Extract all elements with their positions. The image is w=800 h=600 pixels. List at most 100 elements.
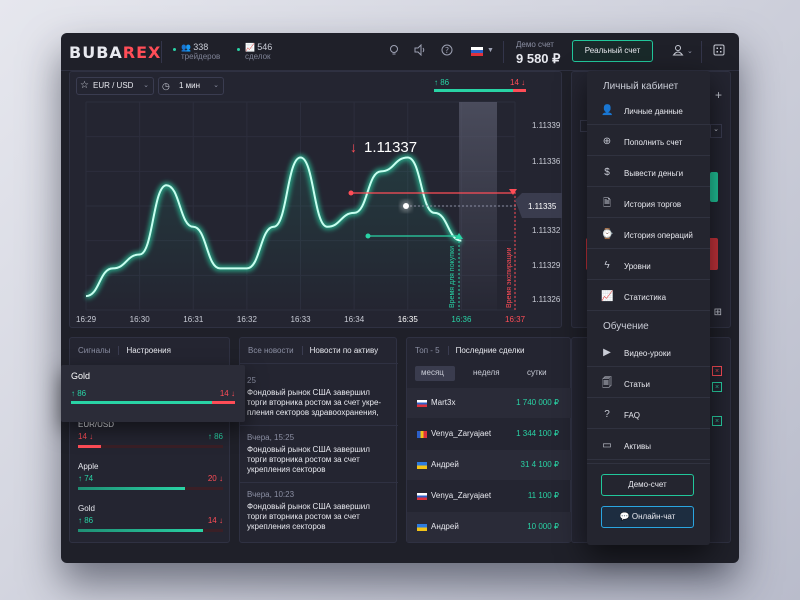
deal-row[interactable]: Андрей 31 4 100 ₽ [407, 450, 571, 480]
period-day[interactable]: сутки [527, 368, 547, 377]
deal-row[interactable]: Mart3x 1 740 000 ₽ [407, 388, 571, 418]
menu-item-label: История операций [624, 231, 693, 240]
popup-bar-fill [71, 401, 213, 404]
signal-down-count: 14 ↓ [78, 432, 94, 441]
asset-select[interactable]: ☆ EUR / USD ⌄ [76, 77, 154, 95]
deal-row[interactable]: Андрей 10 000 ₽ [407, 512, 571, 542]
menu-item[interactable]: ⌚ История операций [587, 223, 710, 249]
chevron-down-icon[interactable]: ⌄ [710, 124, 722, 138]
video-icon: ▶ [603, 347, 611, 358]
popup-asset-name: Gold [71, 371, 91, 381]
menu-item[interactable]: ⊕ Пополнить счет [587, 130, 710, 156]
articles-icon: 🗐 [602, 378, 612, 389]
menu-item[interactable]: ▶ Видео-уроки [587, 341, 710, 367]
signal-up-count: ↑ 74 [78, 474, 94, 483]
menu-section-learning: Обучение [603, 321, 649, 332]
user-icon: 👤 [601, 105, 614, 116]
buyers-count: ↑ 86 [434, 78, 450, 87]
logo[interactable]: BUBAREX [69, 43, 162, 62]
signal-up-count: ↑ 86 [207, 432, 223, 441]
deal-trader-name: Venya_Zaryajaet [431, 429, 492, 438]
y-tick-label: 1.11339 [532, 121, 561, 130]
deal-amount: 31 4 100 ₽ [520, 460, 559, 469]
signal-item[interactable]: EUR/USD 14 ↓ ↑ 86 [78, 420, 223, 448]
plus-icon: ⊕ [602, 136, 612, 147]
signals-tabs: Сигналы Настроения [78, 346, 179, 355]
country-flag-icon [417, 462, 427, 469]
news-date: Вчера, 15:25 [247, 433, 295, 442]
menu-section-account: Личный кабинет [603, 81, 679, 92]
current-price-dot [403, 203, 409, 209]
tab-sentiments[interactable]: Настроения [118, 346, 171, 355]
signal-asset-name: EUR/USD [78, 420, 115, 429]
country-flag-icon [417, 493, 427, 500]
menu-item[interactable]: $ Вывести деньги [587, 161, 710, 187]
menu-item[interactable]: ▭ Активы [587, 434, 710, 460]
signal-item[interactable]: Apple ↑ 74 20 ↓ [78, 462, 223, 490]
x-tick-label: 16:32 [237, 315, 258, 324]
deal-amount: 10 000 ₽ [527, 522, 559, 531]
online-chat-button[interactable]: 💬 Онлайн-чат [601, 506, 694, 528]
tab-asset-news[interactable]: Новости по активу [301, 346, 378, 355]
close-icon[interactable]: × [712, 416, 722, 426]
profile-dropdown: Личный кабинет 👤 Личные данные ⊕ Пополнит… [587, 71, 710, 545]
popup-down-count: 14 ↓ [219, 389, 235, 398]
chevron-down-icon: ⌄ [143, 82, 149, 89]
menu-item[interactable]: ? FAQ [587, 403, 710, 429]
divider [503, 41, 504, 63]
signal-item[interactable]: Gold ↑ 86 14 ↓ [78, 504, 223, 532]
deal-row[interactable]: Venya_Zaryajaet 11 100 ₽ [407, 481, 571, 511]
news-item[interactable]: 25 Фондовый рынок США завершил торги вто… [247, 376, 392, 418]
timeframe-select[interactable]: ◷ 1 мин ⌄ [158, 77, 224, 95]
menu-item[interactable]: ϟ Уровни [587, 254, 710, 280]
news-item[interactable]: Вчера, 10:23 Фондовый рынок США завершил… [247, 490, 392, 532]
profile-icon[interactable] [671, 44, 685, 58]
tab-signals[interactable]: Сигналы [78, 346, 111, 355]
menu-item-label: Пополнить счет [624, 138, 683, 147]
grid-menu-icon[interactable] [712, 44, 726, 58]
question-icon: ? [604, 409, 610, 420]
tab-all-news[interactable]: Все новости [248, 346, 294, 355]
period-month[interactable]: месяц [421, 368, 444, 377]
traders-icon: 👥 [181, 43, 191, 52]
buy-level-dot [365, 233, 371, 239]
grid-icon[interactable]: ⊞ [713, 307, 722, 318]
buy-button[interactable] [710, 172, 718, 202]
x-tick-label: 16:29 [76, 315, 97, 324]
language-flag-icon[interactable] [471, 47, 483, 56]
period-week[interactable]: неделя [473, 368, 500, 377]
menu-item-label: История торгов [624, 200, 682, 209]
news-text: Фондовый рынок США завершил торги вторни… [247, 445, 370, 474]
lightbulb-icon[interactable] [387, 44, 401, 58]
deals-stat: 📈 546 сделок [237, 43, 272, 61]
sound-icon[interactable] [413, 43, 427, 58]
menu-item[interactable]: 👤 Личные данные [587, 99, 710, 125]
signal-bar-track [78, 487, 223, 490]
menu-item[interactable]: 🗐 Статьи [587, 372, 710, 398]
star-icon[interactable]: ☆ [80, 80, 89, 91]
close-icon[interactable]: × [712, 366, 722, 376]
y-tick-label: 1.11332 [532, 226, 561, 235]
close-icon[interactable]: × [712, 382, 722, 392]
plus-icon[interactable]: + [714, 88, 722, 102]
real-account-button[interactable]: Реальный счет [572, 40, 653, 62]
menu-item[interactable]: 🗎 История торгов [587, 192, 710, 218]
price-chart[interactable]: 16:29 16:30 16:31 16:32 16:33 16:34 16:35 16:36… [70, 72, 563, 329]
popup-up-count: ↑ 86 [71, 389, 87, 398]
chart-icon: 📈 [601, 291, 614, 302]
country-flag-icon [417, 431, 427, 438]
signal-popup[interactable]: Gold ↑ 86 14 ↓ [61, 365, 245, 422]
tab-recent-deals[interactable]: Последние сделки [447, 346, 524, 355]
chevron-down-icon[interactable]: ▼ [487, 47, 494, 54]
menu-item-label: Видео-уроки [624, 349, 671, 358]
news-item[interactable]: Вчера, 15:25 Фондовый рынок США завершил… [247, 433, 392, 475]
demo-account-button[interactable]: Демо-счет [601, 474, 694, 496]
menu-item[interactable]: 📈 Статистика [587, 285, 710, 311]
help-icon[interactable]: ? [440, 44, 454, 58]
tab-top-5[interactable]: Топ - 5 [415, 346, 440, 355]
profile-chevron-icon[interactable]: ⌄ [687, 48, 693, 55]
y-tick-label: 1.11326 [532, 295, 561, 304]
deals-tabs: Топ - 5 Последние сделки [415, 346, 532, 355]
menu-item-label: Вывести деньги [624, 169, 684, 178]
deal-row[interactable]: Venya_Zaryajaet 1 344 100 ₽ [407, 419, 571, 449]
